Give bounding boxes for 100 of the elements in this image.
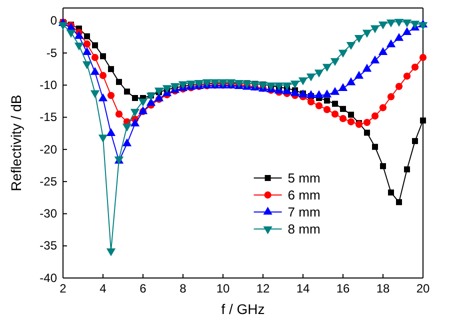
point xyxy=(330,58,340,66)
point xyxy=(331,110,339,118)
point xyxy=(98,93,108,102)
point xyxy=(379,104,387,112)
y-tick-label: -40 xyxy=(40,270,58,285)
point xyxy=(388,190,394,196)
point xyxy=(66,30,76,38)
legend-label: 6 mm xyxy=(288,188,320,202)
point xyxy=(420,118,426,124)
point xyxy=(92,42,98,48)
x-tick-label: 4 xyxy=(100,282,107,296)
point xyxy=(372,144,378,150)
legend-label: 8 mm xyxy=(288,222,320,236)
point xyxy=(146,98,156,106)
point xyxy=(122,138,132,146)
point xyxy=(346,42,356,50)
point xyxy=(90,90,100,98)
point xyxy=(100,53,106,60)
point xyxy=(306,90,316,98)
x-tick-label: 18 xyxy=(376,282,390,296)
point xyxy=(138,98,148,106)
point xyxy=(314,70,324,78)
y-tick-label: -20 xyxy=(40,142,58,156)
point xyxy=(403,72,411,80)
y-tick-label: -15 xyxy=(40,110,58,124)
x-tick-label: 12 xyxy=(256,282,270,296)
point xyxy=(354,34,364,43)
point xyxy=(378,21,388,30)
point xyxy=(322,90,332,98)
point xyxy=(323,106,331,114)
point xyxy=(411,64,419,71)
y-tick-label: -10 xyxy=(40,78,58,92)
point xyxy=(412,138,418,144)
point xyxy=(386,20,396,28)
point xyxy=(402,20,412,28)
point xyxy=(124,88,130,95)
point xyxy=(394,18,404,27)
point xyxy=(116,78,122,85)
x-tick-label: 14 xyxy=(296,282,310,296)
legend-label: 7 mm xyxy=(288,204,320,220)
point xyxy=(404,166,410,172)
point xyxy=(314,90,324,98)
point xyxy=(146,92,156,101)
point xyxy=(290,88,300,96)
y-tick-label: -25 xyxy=(40,174,58,188)
point xyxy=(396,199,402,206)
point xyxy=(290,80,300,88)
point xyxy=(91,54,99,62)
x-tick-label: 16 xyxy=(336,282,350,296)
point xyxy=(99,72,107,80)
point xyxy=(419,54,427,62)
point xyxy=(370,25,380,34)
point xyxy=(347,118,355,126)
point xyxy=(74,42,84,51)
point xyxy=(108,66,114,72)
y-tick-label: -35 xyxy=(40,238,58,253)
point xyxy=(418,22,428,30)
point xyxy=(348,112,354,118)
point xyxy=(130,118,140,126)
point xyxy=(82,61,92,70)
point xyxy=(322,64,332,72)
point xyxy=(387,93,395,100)
y-tick-label: -5 xyxy=(46,46,58,60)
x-tick-label: 20 xyxy=(416,282,430,296)
x-tick-label: 6 xyxy=(140,282,147,296)
point xyxy=(315,102,323,110)
point xyxy=(154,93,164,102)
point xyxy=(395,82,403,90)
x-axis-title: f / GHz xyxy=(221,301,265,317)
point xyxy=(363,118,371,126)
point xyxy=(364,130,370,136)
point xyxy=(115,110,123,118)
point xyxy=(338,50,348,58)
point xyxy=(380,163,386,170)
y-axis-title: Reflectivity / dB xyxy=(8,94,24,192)
x-tick-label: 2 xyxy=(60,282,67,296)
point xyxy=(298,77,308,86)
y-tick-label: -30 xyxy=(40,206,58,221)
legend-label: 5 mm xyxy=(288,170,320,186)
point xyxy=(324,98,330,104)
point xyxy=(346,77,356,86)
point xyxy=(340,106,346,112)
point xyxy=(83,40,91,48)
point xyxy=(362,30,372,38)
point xyxy=(58,22,68,30)
point xyxy=(306,74,316,82)
y-tick-label: 0 xyxy=(50,14,58,28)
point xyxy=(339,115,347,122)
point xyxy=(132,95,138,101)
point xyxy=(106,128,116,136)
x-tick-label: 8 xyxy=(180,282,187,296)
point xyxy=(307,98,315,106)
point xyxy=(338,83,348,91)
point xyxy=(371,112,379,120)
point xyxy=(107,92,115,99)
point xyxy=(84,33,90,40)
x-tick-label: 10 xyxy=(216,282,230,296)
point xyxy=(332,100,338,107)
point xyxy=(282,82,292,90)
point xyxy=(130,108,140,117)
